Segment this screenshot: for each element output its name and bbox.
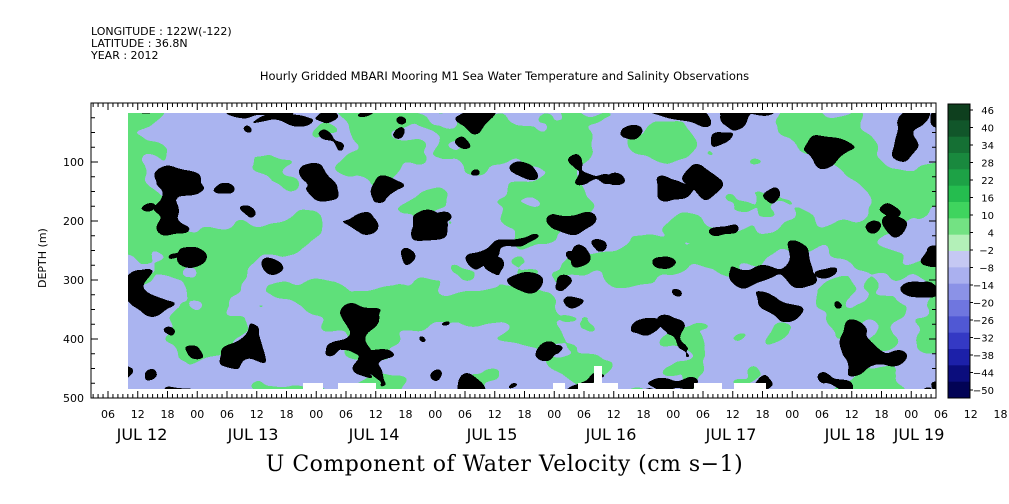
colorbar-label: 16 xyxy=(981,194,994,205)
colorbar-label: 34 xyxy=(981,141,994,152)
x-tick-label: 00 xyxy=(904,408,918,421)
colorbar-label: 22 xyxy=(981,176,994,187)
x-axis: 06 12 18 00 06 12 18 00 06 12 18 00 06 12 18 00 06 12 18 00… xyxy=(92,103,1008,444)
colorbar-label: 4 xyxy=(988,229,994,240)
x-tick-label: 12 xyxy=(131,408,145,421)
x-tick-label: 12 xyxy=(369,408,383,421)
x-tick-label: 00 xyxy=(666,408,680,421)
data-gap xyxy=(553,383,565,391)
colorbar-swatch xyxy=(948,169,970,187)
colorbar-swatch xyxy=(948,365,970,383)
colorbar-label: −50 xyxy=(973,386,994,397)
x-tick-label: 00 xyxy=(190,408,204,421)
data-gap xyxy=(734,383,766,391)
x-day-label: JUL 19 xyxy=(893,425,945,444)
colorbar: 46 40 34 28 22 16 10 4 −2 −8 −14 −20 −26 −32 −38 −44 −50 xyxy=(947,103,994,399)
x-tick-label: 06 xyxy=(577,408,591,421)
colorbar-label: −44 xyxy=(973,369,994,380)
colorbar-label: −32 xyxy=(973,334,994,345)
x-day-label: JUL 18 xyxy=(824,425,876,444)
colorbar-label: −8 xyxy=(979,264,994,275)
y-tick-label: 200 xyxy=(63,215,84,228)
colorbar-swatch xyxy=(948,316,970,334)
y-tick-label: 400 xyxy=(63,333,84,346)
colorbar-swatch xyxy=(948,136,970,154)
colorbar-label: −2 xyxy=(979,246,994,257)
x-tick-label: 00 xyxy=(309,408,323,421)
data-gap xyxy=(578,383,618,391)
colorbar-label: −38 xyxy=(973,351,994,362)
x-tick-label: 00 xyxy=(785,408,799,421)
data-gap xyxy=(694,383,722,391)
x-day-label: JUL 14 xyxy=(348,425,400,444)
x-tick-label: 12 xyxy=(845,408,859,421)
colorbar-swatch xyxy=(948,300,970,317)
x-day-label: JUL 12 xyxy=(116,425,168,444)
x-tick-label: 18 xyxy=(280,408,294,421)
x-tick-label: 12 xyxy=(726,408,740,421)
latitude-label: LATITUDE : 36.8N xyxy=(91,37,188,50)
x-day-label: JUL 13 xyxy=(227,425,279,444)
x-tick-label: 18 xyxy=(875,408,889,421)
colorbar-swatch xyxy=(948,218,970,236)
x-tick-label: 18 xyxy=(518,408,532,421)
colorbar-swatch xyxy=(948,283,970,301)
x-tick-label: 12 xyxy=(250,408,264,421)
x-tick-label: 18 xyxy=(637,408,651,421)
colorbar-label: 46 xyxy=(981,106,994,117)
data-gap xyxy=(303,383,323,391)
colorbar-swatch xyxy=(948,381,970,399)
colorbar-label: −20 xyxy=(973,299,994,310)
data-gap xyxy=(594,366,602,386)
colorbar-swatch xyxy=(948,185,970,203)
colorbar-label: 28 xyxy=(981,159,994,170)
colorbar-frame xyxy=(947,103,971,399)
x-tick-label: 06 xyxy=(101,408,115,421)
colorbar-swatch xyxy=(948,153,970,170)
data-gap xyxy=(338,383,376,391)
x-tick-label: 12 xyxy=(964,408,978,421)
x-tick-label: 06 xyxy=(815,408,829,421)
colorbar-swatch xyxy=(948,332,970,350)
y-tick-label: 500 xyxy=(63,392,84,405)
colorbar-swatch xyxy=(948,120,970,138)
x-tick-label: 06 xyxy=(339,408,353,421)
x-tick-label: 00 xyxy=(547,408,561,421)
velocity-field xyxy=(128,113,936,391)
x-tick-label: 00 xyxy=(428,408,442,421)
x-day-label: JUL 17 xyxy=(705,425,757,444)
y-axis: 100 200 300 400 500 xyxy=(63,117,936,405)
x-tick-label: 12 xyxy=(607,408,621,421)
x-tick-label: 12 xyxy=(488,408,502,421)
x-tick-label: 18 xyxy=(756,408,770,421)
field-negative-regions xyxy=(128,113,936,389)
x-tick-label: 06 xyxy=(696,408,710,421)
colorbar-label: −26 xyxy=(973,316,994,327)
x-tick-label: 18 xyxy=(161,408,175,421)
colorbar-label: −14 xyxy=(973,281,994,292)
colorbar-swatch xyxy=(948,202,970,219)
colorbar-label: 10 xyxy=(981,211,994,222)
colorbar-swatch xyxy=(948,104,970,121)
y-tick-label: 100 xyxy=(63,156,84,169)
y-axis-label: DEPTH (m) xyxy=(36,228,49,288)
x-tick-label: 18 xyxy=(399,408,413,421)
chart-title: Hourly Gridded MBARI Mooring M1 Sea Wate… xyxy=(259,69,750,83)
x-day-label: JUL 16 xyxy=(585,425,637,444)
colorbar-swatch xyxy=(948,267,970,285)
longitude-label: LONGITUDE : 122W(-122) xyxy=(91,25,232,38)
x-day-label: JUL 15 xyxy=(466,425,518,444)
x-tick-label: 06 xyxy=(220,408,234,421)
year-label: YEAR : 2012 xyxy=(91,49,159,62)
x-tick-label: 18 xyxy=(994,408,1008,421)
variable-title: U Component of Water Velocity (cm s−1) xyxy=(265,452,744,477)
colorbar-swatch xyxy=(948,251,970,268)
x-tick-label: 06 xyxy=(934,408,948,421)
x-tick-label: 06 xyxy=(458,408,472,421)
y-tick-label: 300 xyxy=(63,274,84,287)
colorbar-swatch xyxy=(948,349,970,366)
colorbar-label: 40 xyxy=(981,124,994,135)
colorbar-swatch xyxy=(948,234,970,252)
